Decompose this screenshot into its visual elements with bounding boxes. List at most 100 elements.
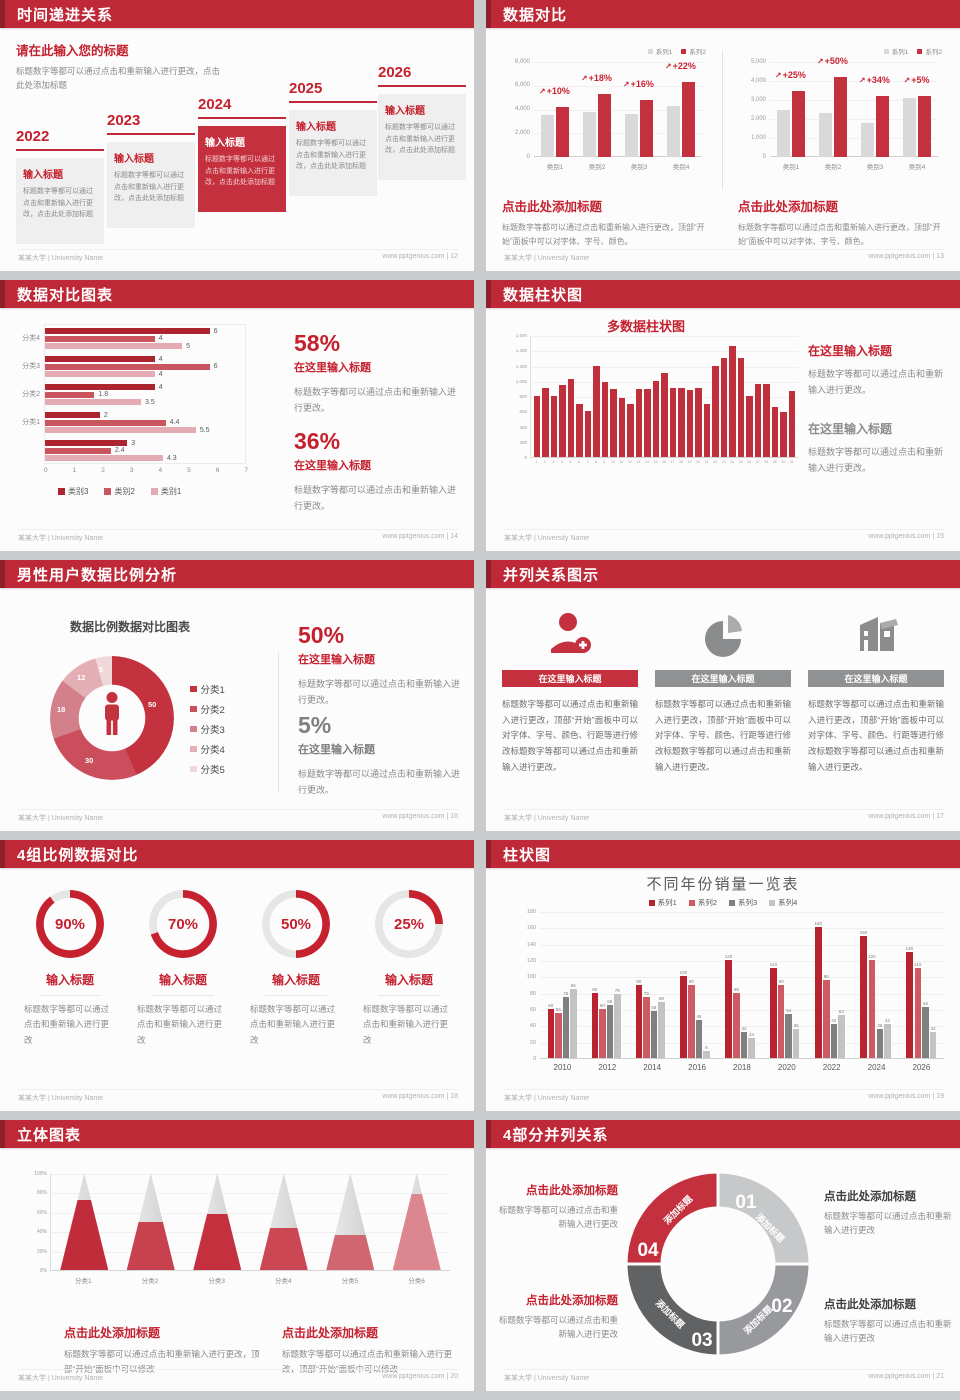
value-label: 62 [923,1001,929,1007]
slide-donut-analysis[interactable]: 男性用户数据比例分析 数据比例数据对比图表 50 30 18 12 5 分类1 … [0,560,474,831]
growth-label: ↗+25% [774,69,806,80]
growth-label: ↗+34% [858,75,890,86]
y-axis-tick: 1,200 [515,363,527,369]
slide-header: 4组比例数据对比 [0,840,474,868]
footer-site-page: www.pptgenius.com | 18 [382,1093,458,1100]
bar [584,411,592,457]
value-label: 4 [158,383,163,391]
x-axis-category: 类别4 [672,164,690,171]
gauge-percent: 90% [54,915,86,933]
x-axis-category: 类别2 [588,164,606,171]
x-axis: 0 1 2 3 4 5 6 7 [44,467,248,474]
cone [259,1173,308,1270]
x-axis-tick: 26 [747,460,752,464]
slide-cone-chart[interactable]: 立体图表 0% 20% 40% 60% 80% 100% 分类1 分类2 分类3 分类4 分类5 分类… [0,1120,474,1391]
y-axis-tick: 800 [519,394,527,399]
bars [583,94,611,157]
bar-group: 分类2 4 1.8 3.5 [14,380,274,408]
timeline-item: 2026 输入标题 标题数字等都可以通过点击和重新输入进行更改，点击此处添加标题 [378,64,466,180]
bar-column: 110 [770,962,777,1058]
bar [555,1013,562,1058]
bar-column: 120 [725,954,732,1058]
bar [785,1013,792,1058]
bar [599,1009,606,1058]
y-axis-tick: 160 [526,925,536,932]
bar-column: 120 [868,954,876,1058]
gridline [531,366,798,368]
slide-title: 并列关系图示 [503,566,600,584]
bar [903,98,916,157]
value-label: 42 [831,1017,837,1023]
bar [559,384,566,457]
gridline [540,912,944,913]
slide-year-bars[interactable]: 柱状图 不同年份销量一览表 系列1 系列2 系列3 系列4 0 20 40 60 80 1… [486,840,960,1111]
timeline-divider [16,149,104,151]
bar [922,1007,929,1058]
stat-percent: 50% [298,622,345,648]
slide-header: 数据柱状图 [486,280,960,308]
bar-column: 130 [906,946,913,1058]
intro-body: 标题数字等都可以通过点击和重新输入进行更改，点击此处添加标题 [16,66,221,91]
x-axis-category: 分类5 [341,1278,359,1285]
x-axis: 2010 2012 2014 2016 2018 2020 2022 2024 2026 [540,1063,944,1072]
legend-label: 系列3 [738,898,758,907]
y-axis-tick: 3,000 [750,96,766,103]
slide-parallel-icons[interactable]: 并列关系图示 在这里输入标题 标题数字等都可以通过点击和重新输入进行更改，顶部“… [486,560,960,831]
segment-number: 04 [637,1240,659,1261]
slide-title: 男性用户数据比例分析 [17,566,178,584]
slide-ring-gauges[interactable]: 4组比例数据对比 90% 输入标题 标题数字等都可以通过点击和重新输入进行更改 … [0,840,474,1111]
bar [740,1031,748,1058]
bar [914,968,922,1058]
stat-body: 标题数字等都可以通过点击和重新输入进行更改。 [294,485,457,512]
x-axis-tick: 18 [679,460,683,464]
bar-column: 90 [688,979,695,1058]
gridline [540,977,944,979]
slide-footer: 某某大学 | University Name www.pptgenius.com… [504,529,944,543]
legend-label: 类别1 [160,487,182,496]
value-label: 8 [705,1045,708,1051]
y-axis-category [14,436,44,464]
legend-swatch [729,899,735,906]
ring-segment-04 [624,1170,720,1266]
x-axis-category: 类别2 [824,164,842,171]
stat-title: 在这里输入标题 [294,460,371,472]
x-axis-category: 类别4 [908,164,926,171]
x-axis-category: 类别3 [630,164,648,171]
gauge-column: 90% 输入标题 标题数字等都可以通过点击和重新输入进行更改 [22,890,118,1048]
value-label: 3 [131,439,136,447]
gridline [540,1026,944,1028]
bar-column: 80 [591,987,599,1058]
bar [45,356,155,362]
slide-timeline[interactable]: 时间递进关系 请在此输入您的标题 标题数字等都可以通过点击和重新输入进行更改，点… [0,0,474,271]
block-title: 点击此处添加标题 [526,1295,618,1307]
bar [658,1002,665,1058]
footer-site-page: www.pptgenius.com | 14 [382,533,458,540]
ring-track [36,890,104,958]
timeline-year: 2022 [16,128,50,145]
text-block: 点击此处添加标题 标题数字等都可以通过点击和重新输入进行更改 [824,1188,952,1238]
slide-ring-diagram[interactable]: 4部分并列关系 01 02 03 04 添加标题 添加标题 添加标题 添加标题 … [486,1120,960,1391]
bar-group: ↗+10% 类别1 [535,62,575,171]
slide-hbar-chart[interactable]: 数据对比图表 分类4 6 4 5 分类3 4 6 4 分类2 4 1.8 3.5 分类1 2 4.4 5.5 3… [0,280,474,551]
x-axis-tick: 21 [704,460,709,464]
footer-university: 某某大学 | University Name [18,815,104,822]
slide-data-compare[interactable]: 数据对比 系列1 系列2 0 2,000 4,000 6,000 8,000 ↗+10% 类… [486,0,960,271]
bar-column: 58 [650,1005,658,1058]
slide-header: 立体图表 [0,1120,474,1148]
growth-label: ↗+18% [580,73,612,84]
chart-title: 多数据柱状图 [606,319,685,334]
chart-plot: 0% 20% 40% 60% 80% 100% [34,1171,450,1274]
bar [720,357,728,457]
horizontal-bar-chart: 分类4 6 4 5 分类3 4 6 4 分类2 4 1.8 3.5 分类1 2 4.4 5.5 3 2.4 4.3 0… [14,324,274,497]
chart-title: 数据比例数据对比图表 [69,620,190,634]
slide-column-chart[interactable]: 数据柱状图 多数据柱状图 0 200 400 600 800 1,000 1,200 1,40… [486,280,960,551]
cone-chart: 0% 20% 40% 60% 80% 100% 分类1 分类2 分类3 分类4 分类5 分类6 [16,1171,456,1285]
bar [625,114,638,157]
gauge-body: 标题数字等都可以通过点击和重新输入进行更改 [250,1004,336,1045]
bar-group: ↗+22% 类别4 [661,61,701,171]
bar [45,384,155,390]
slide-footer: 某某大学 | University Name www.pptgenius.com… [504,1369,944,1383]
bar [868,960,876,1058]
y-axis-tick: 0% [39,1268,47,1274]
gauge-percent: 25% [393,915,425,933]
